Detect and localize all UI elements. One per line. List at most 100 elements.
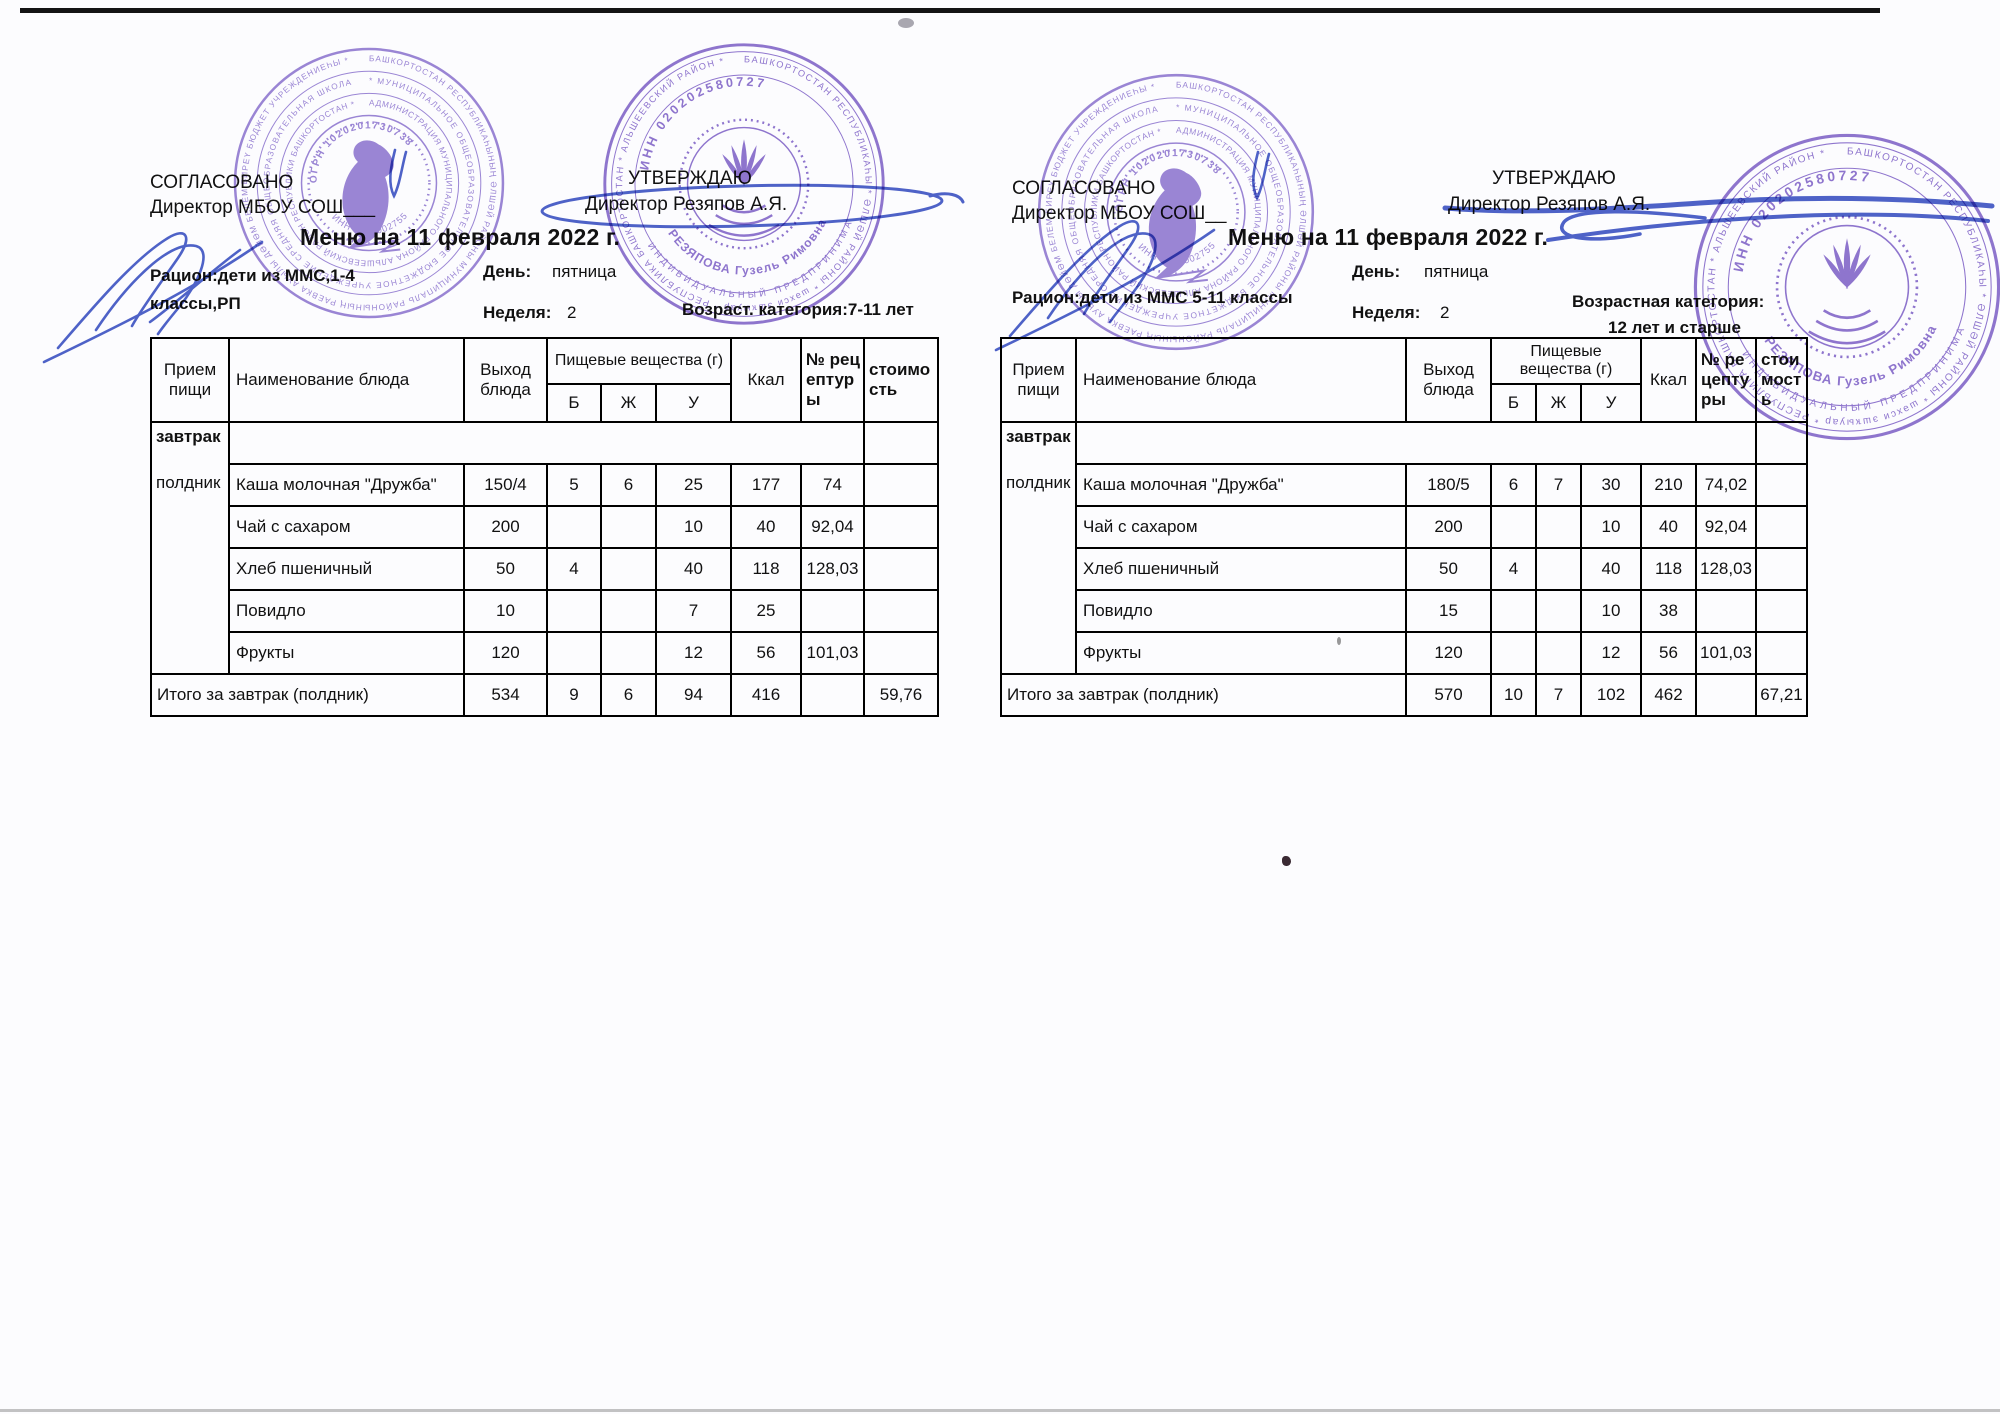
- day-value: пятница: [552, 262, 617, 281]
- dish-recipe: 128,03: [1695, 547, 1757, 591]
- dish-kcal: 56: [730, 631, 802, 675]
- scan-speck: [898, 18, 914, 28]
- dish-row: Каша молочная "Дружба" 180/5 6 7 30 210 74,02: [1001, 463, 1808, 507]
- dish-name: Фрукты: [1075, 631, 1407, 675]
- dish-protein: [1490, 631, 1537, 675]
- dish-name: Повидло: [228, 589, 465, 633]
- dish-output: 200: [1405, 505, 1492, 549]
- dish-carbs: 25: [655, 463, 732, 507]
- dish-carbs: 7: [655, 589, 732, 633]
- dish-cost: [1755, 505, 1808, 549]
- col-recipe: № рецептуры: [800, 337, 865, 423]
- empty-row-cell: [1075, 421, 1757, 465]
- dish-fat: [1535, 631, 1582, 675]
- total-protein: 9: [546, 673, 602, 717]
- dish-protein: 4: [546, 547, 602, 591]
- dish-output: 180/5: [1405, 463, 1492, 507]
- dish-protein: [1490, 505, 1537, 549]
- col-meal: Прием пищи: [1000, 337, 1077, 423]
- dish-recipe: 101,03: [800, 631, 865, 675]
- col-kcal: Ккал: [1640, 337, 1697, 423]
- bashkortostan-emblem-icon: [708, 139, 780, 237]
- col-protein: Б: [546, 383, 602, 423]
- dish-output: 10: [463, 589, 548, 633]
- dish-carbs: 12: [655, 631, 732, 675]
- dish-name: Хлеб пшеничный: [228, 547, 465, 591]
- dish-carbs: 30: [1580, 463, 1642, 507]
- scan-speck: [1282, 856, 1291, 866]
- dish-name: Повидло: [1075, 589, 1407, 633]
- col-fat: Ж: [1535, 383, 1582, 423]
- day-label: День:: [1352, 262, 1401, 281]
- dish-carbs: 10: [1580, 589, 1642, 633]
- week-value: 2: [567, 303, 577, 322]
- day-value: пятница: [1424, 262, 1489, 281]
- col-nutrients: Пищевые вещества (г): [546, 337, 732, 385]
- dish-carbs: 10: [655, 505, 732, 549]
- total-output: 570: [1405, 673, 1492, 717]
- dish-kcal: 40: [730, 505, 802, 549]
- dish-name: Каша молочная "Дружба": [1075, 463, 1407, 507]
- dish-kcal: 210: [1640, 463, 1697, 507]
- dish-cost: [1755, 463, 1808, 507]
- falcon-emblem-icon: [342, 140, 394, 249]
- dish-output: 200: [463, 505, 548, 549]
- meal-cell: завтрак полдник: [150, 421, 230, 675]
- week-value: 2: [1440, 303, 1450, 322]
- dish-row: Чай с сахаром 200 10 40 92,04: [1001, 505, 1808, 549]
- dish-recipe: 101,03: [1695, 631, 1757, 675]
- dish-recipe: [1695, 589, 1757, 633]
- dish-fat: [1535, 547, 1582, 591]
- col-protein: Б: [1490, 383, 1537, 423]
- dish-kcal: 177: [730, 463, 802, 507]
- dish-recipe: [800, 589, 865, 633]
- dish-row: Хлеб пшеничный 50 4 40 118 128,03: [1001, 547, 1808, 591]
- menu-table-left: Прием пищи Наименование блюда Выход блюд…: [150, 337, 939, 717]
- dish-output: 120: [1405, 631, 1492, 675]
- dish-output: 150/4: [463, 463, 548, 507]
- col-meal: Прием пищи: [150, 337, 230, 423]
- meal-snack-label: полдник: [1006, 473, 1071, 492]
- col-dish: Наименование блюда: [228, 337, 465, 423]
- total-recipe: [1695, 673, 1757, 717]
- dish-cost: [863, 463, 939, 507]
- dish-carbs: 40: [1580, 547, 1642, 591]
- meal-breakfast-label: завтрак: [156, 427, 221, 446]
- school-round-stamp: БАШКОРТОСТАН РЕСПУБЛИКАҺЫНЫҢ ӘЛШӘЙ РАЙОН…: [1037, 73, 1315, 351]
- dish-protein: 6: [1490, 463, 1537, 507]
- dish-fat: 6: [600, 463, 657, 507]
- dish-output: 50: [463, 547, 548, 591]
- dish-protein: [546, 631, 602, 675]
- total-recipe: [800, 673, 865, 717]
- dish-recipe: 74,02: [1695, 463, 1757, 507]
- total-fat: 7: [1535, 673, 1582, 717]
- svg-text:РЕЗЯПОВА Гузель Римовна: РЕЗЯПОВА Гузель Римовна: [665, 216, 829, 278]
- agreed-label: СОГЛАСОВАНО: [1012, 178, 1156, 199]
- dish-kcal: 56: [1640, 631, 1697, 675]
- total-label: Итого за завтрак (полдник): [1000, 673, 1407, 717]
- dish-protein: [1490, 589, 1537, 633]
- total-cost: 59,76: [863, 673, 939, 717]
- dish-recipe: 128,03: [800, 547, 865, 591]
- dish-kcal: 38: [1640, 589, 1697, 633]
- col-fat: Ж: [600, 383, 657, 423]
- dish-name: Чай с сахаром: [228, 505, 465, 549]
- svg-text:РЕЗЯПОВА Гузель Римовна: РЕЗЯПОВА Гузель Римовна: [1762, 322, 1940, 389]
- dish-recipe: 74: [800, 463, 865, 507]
- dish-fat: [600, 547, 657, 591]
- dish-name: Хлеб пшеничный: [1075, 547, 1407, 591]
- dish-row: Фрукты 120 12 56 101,03: [1001, 631, 1808, 675]
- col-nutrients: Пищевые вещества (г): [1490, 337, 1642, 385]
- dish-protein: 4: [1490, 547, 1537, 591]
- dish-row: Фрукты 120 12 56 101,03: [151, 631, 939, 675]
- dish-cost: [1755, 589, 1808, 633]
- total-carbs: 94: [655, 673, 732, 717]
- agreed-by-label: Директор МБОУ СОШ___: [150, 197, 376, 218]
- meal-snack-label: полдник: [156, 473, 221, 492]
- dish-fat: [600, 505, 657, 549]
- dish-fat: [600, 631, 657, 675]
- total-protein: 10: [1490, 673, 1537, 717]
- total-label: Итого за завтрак (полдник): [150, 673, 465, 717]
- dish-fat: [600, 589, 657, 633]
- total-kcal: 416: [730, 673, 802, 717]
